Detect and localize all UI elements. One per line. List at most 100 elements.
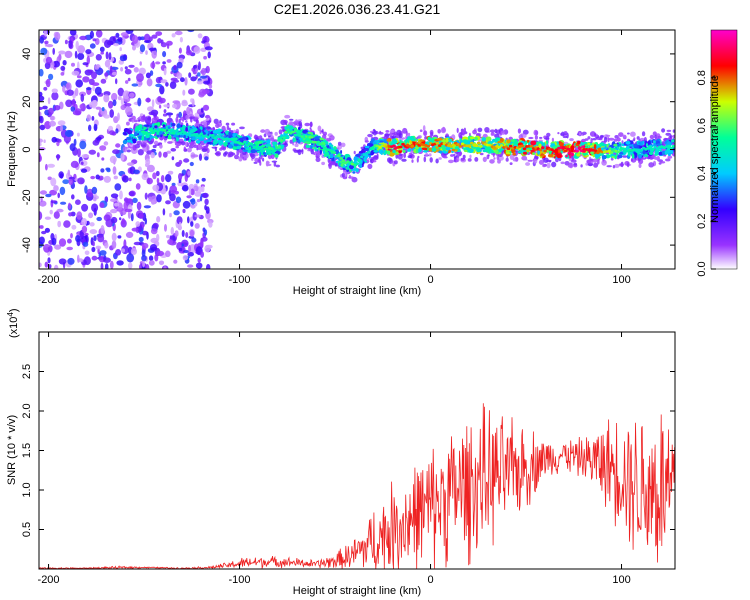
noise-blob <box>111 240 117 249</box>
signal-blob <box>467 147 471 153</box>
ridge-blob <box>323 146 327 150</box>
noise-blob <box>86 55 91 65</box>
noise-blob <box>111 71 118 76</box>
noise-blob <box>149 244 158 251</box>
halo-blob <box>489 129 495 133</box>
halo-blob <box>423 130 426 136</box>
noise-blob <box>89 30 94 39</box>
noise-blob <box>68 178 74 186</box>
noise-blob <box>130 213 134 222</box>
halo-blob <box>231 122 236 126</box>
noise-blob <box>199 195 203 202</box>
halo-blob <box>288 121 294 126</box>
halo-blob <box>411 159 414 163</box>
signal-blob <box>419 139 425 142</box>
noise-blob <box>70 106 76 112</box>
noise-blob <box>124 208 133 213</box>
noise-blob <box>205 65 210 74</box>
signal-blob <box>408 136 412 140</box>
noise-blob <box>186 195 192 199</box>
noise-blob <box>169 212 172 218</box>
noise-blob <box>162 208 166 216</box>
signal-blob <box>235 145 242 150</box>
halo-blob <box>215 151 221 157</box>
noise-blob <box>96 216 102 222</box>
halo-blob <box>469 154 472 159</box>
noise-blob <box>115 128 119 134</box>
halo-blob <box>562 135 568 139</box>
halo-blob <box>600 134 604 138</box>
noise-blob <box>141 230 149 236</box>
noise-blob <box>39 236 45 245</box>
ridge-blob <box>616 150 621 154</box>
snr-scale-label: (x104) <box>6 308 20 338</box>
noise-blob <box>194 214 201 218</box>
halo-blob <box>184 141 188 147</box>
halo-blob <box>297 149 302 156</box>
signal-blob <box>248 146 252 152</box>
noise-blob <box>39 138 43 143</box>
signal-blob <box>250 149 257 154</box>
noise-blob <box>128 262 133 269</box>
ridge-blob <box>243 140 247 144</box>
noise-blob <box>89 43 96 49</box>
ridge-blob <box>266 148 270 152</box>
halo-blob <box>586 159 592 164</box>
noise-blob <box>173 210 180 216</box>
signal-blob <box>448 140 454 143</box>
noise-blob <box>53 211 60 219</box>
signal-blob <box>667 150 672 154</box>
noise-blob <box>39 111 42 117</box>
x-tick-label: 0 <box>427 274 433 286</box>
noise-blob <box>124 66 128 70</box>
noise-blob <box>122 90 130 100</box>
signal-blob <box>177 138 180 140</box>
halo-blob <box>313 152 316 156</box>
ridge-blob <box>435 141 440 145</box>
signal-blob <box>652 140 656 144</box>
halo-blob <box>148 116 151 119</box>
ridge-blob <box>364 153 369 156</box>
noise-blob <box>120 98 124 106</box>
signal-blob <box>346 166 350 170</box>
signal-blob <box>448 138 453 141</box>
signal-blob <box>162 126 167 129</box>
noise-blob <box>123 201 129 211</box>
signal-blob <box>415 148 419 154</box>
x-tick-label: -200 <box>38 574 60 586</box>
signal-blob <box>149 134 153 140</box>
noise-blob <box>125 231 134 238</box>
halo-blob <box>360 146 365 150</box>
noise-blob <box>65 99 73 108</box>
signal-blob <box>557 144 560 147</box>
signal-blob <box>369 151 374 156</box>
ridge-blob <box>538 148 543 152</box>
ridge-blob <box>449 144 454 148</box>
colorbar-label: Normalized spectral amplitude <box>709 75 721 223</box>
halo-blob <box>474 157 479 162</box>
noise-blob <box>112 149 120 155</box>
noise-blob <box>200 251 205 258</box>
noise-blob <box>190 98 194 103</box>
noise-blob <box>202 192 209 199</box>
noise-blob <box>127 162 135 167</box>
halo-blob <box>551 161 557 168</box>
ridge-blob <box>291 130 295 134</box>
halo-blob <box>153 140 159 146</box>
noise-blob <box>64 129 73 138</box>
noise-blob <box>188 187 192 196</box>
halo-blob <box>482 156 487 163</box>
halo-blob <box>387 157 392 163</box>
halo-blob <box>543 157 549 163</box>
spectrogram-plot <box>39 30 675 269</box>
noise-blob <box>170 226 174 236</box>
noise-blob <box>100 168 105 173</box>
signal-blob <box>358 151 364 154</box>
halo-blob <box>274 131 278 136</box>
signal-blob <box>280 145 284 150</box>
noise-blob <box>104 39 112 48</box>
ridge-blob <box>479 145 483 148</box>
noise-blob <box>70 233 73 239</box>
signal-blob <box>590 151 595 155</box>
noise-blob <box>128 64 135 68</box>
